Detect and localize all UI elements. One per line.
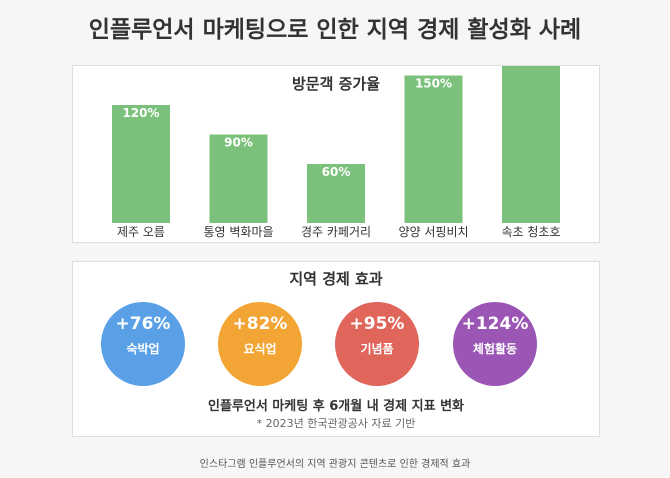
chart-title: 방문객 증가율 bbox=[291, 75, 381, 93]
category-label: 양양 서핑비치 bbox=[398, 225, 468, 239]
bar-value-label: 90% bbox=[224, 136, 253, 150]
page-title: 인플루언서 마케팅으로 인한 지역 경제 활성화 사례 bbox=[88, 17, 582, 43]
visitor-growth-panel: 120% 제주 오름 90% 통영 벽화마을 60% 경주 카페거리 150% 양양 서핑비치… bbox=[72, 65, 600, 243]
source-note: * 2023년 한국관광공사 자료 기반 bbox=[256, 417, 416, 430]
effects-title: 지역 경제 효과 bbox=[289, 270, 383, 288]
effect-circle-restaurants: +82% 요식업 bbox=[218, 302, 302, 386]
category-label: 속초 청초호 bbox=[501, 225, 560, 239]
effect-label: 요식업 bbox=[243, 342, 277, 356]
bar-3 bbox=[404, 75, 463, 223]
effect-label: 기념품 bbox=[360, 342, 394, 356]
effect-circle-souvenirs: +95% 기념품 bbox=[335, 302, 419, 386]
category-label: 경주 카페거리 bbox=[301, 225, 371, 239]
bar-value-label: 150% bbox=[415, 77, 452, 91]
effect-circle-activities: +124% 체험활동 bbox=[453, 302, 537, 386]
bar-value-label: 60% bbox=[322, 165, 351, 179]
bar-value-label: 120% bbox=[122, 106, 159, 120]
effect-value: +82% bbox=[232, 314, 288, 334]
category-label: 통영 벽화마을 bbox=[203, 225, 273, 239]
effect-label: 숙박업 bbox=[126, 342, 160, 356]
effect-value: +76% bbox=[115, 314, 171, 334]
effect-circle-lodging: +76% 숙박업 bbox=[101, 302, 185, 386]
bar-4 bbox=[502, 66, 560, 223]
effect-value: +95% bbox=[349, 314, 405, 334]
bar-1 bbox=[209, 134, 268, 223]
visitor-growth-chart: 120% 제주 오름 90% 통영 벽화마을 60% 경주 카페거리 150% 양양 서핑비치… bbox=[112, 66, 561, 239]
category-label: 제주 오름 bbox=[117, 225, 165, 239]
bar-0 bbox=[112, 105, 170, 223]
bar-2 bbox=[307, 164, 365, 223]
economic-effects-panel: 지역 경제 효과 +76% 숙박업 +82% 요식업 +95% 기념품 +124… bbox=[72, 261, 600, 437]
effect-label: 체험활동 bbox=[472, 342, 518, 356]
footer-caption: 인스타그램 인플루언서의 지역 관광지 콘텐츠로 인한 경제적 효과 bbox=[199, 459, 471, 470]
effect-value: +124% bbox=[461, 314, 529, 334]
effects-summary: 인플루언서 마케팅 후 6개월 내 경제 지표 변화 bbox=[207, 399, 464, 414]
